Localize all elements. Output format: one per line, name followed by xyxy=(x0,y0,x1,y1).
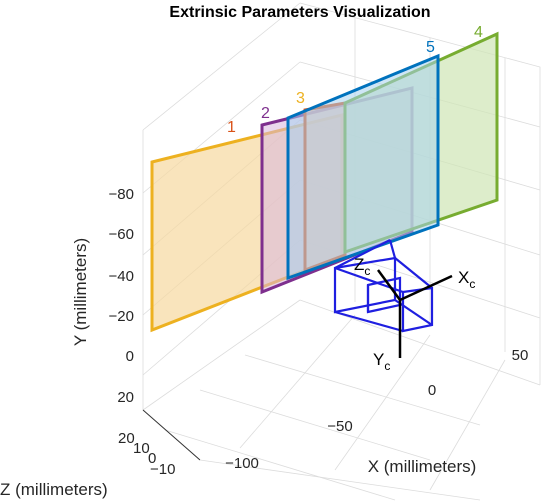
chart-title: Extrinsic Parameters Visualization xyxy=(169,4,430,21)
x-tick-label: 50 xyxy=(512,347,529,364)
plane-label-3: 3 xyxy=(296,90,305,107)
y-tick-label: 0 xyxy=(126,348,134,365)
z-tick-label: 20 xyxy=(118,430,135,447)
x-tick-label: −50 xyxy=(327,418,352,435)
z-tick-label: 10 xyxy=(133,440,150,457)
plane-label-1: 1 xyxy=(227,119,236,136)
camera-axis-y-label: Yc xyxy=(373,350,390,373)
x-tick-label: −100 xyxy=(225,455,259,472)
x-axis-label: X (millimeters) xyxy=(368,457,477,476)
plane-label-4: 4 xyxy=(474,24,483,41)
y-tick-label: −80 xyxy=(109,186,134,203)
calibration-planes xyxy=(150,31,499,333)
camera-axis-z-label: Zc xyxy=(354,255,370,278)
y-tick-label: −60 xyxy=(109,226,134,243)
camera-axes xyxy=(376,269,453,358)
y-axis-label: Y (millimeters) xyxy=(71,238,90,346)
z-axis: 20 10 0 −10 xyxy=(118,430,175,478)
y-axis: −80 −60 −40 −20 0 20 xyxy=(109,186,134,406)
z-axis-label: Z (millimeters) xyxy=(0,480,108,499)
z-tick-label: 0 xyxy=(148,450,156,467)
plane-label-2: 2 xyxy=(261,105,270,122)
camera-axis-x-label: Xc xyxy=(458,268,475,291)
x-tick-label: 0 xyxy=(428,382,436,399)
y-tick-label: −20 xyxy=(109,308,134,325)
plane-label-5: 5 xyxy=(426,39,435,56)
plane-labels: 1 2 3 4 5 xyxy=(227,24,483,136)
plane-5 xyxy=(286,53,440,281)
x-axis: −100 −50 0 50 xyxy=(225,347,528,472)
y-tick-label: −40 xyxy=(109,268,134,285)
z-tick-label: −10 xyxy=(150,461,175,478)
y-tick-label: 20 xyxy=(117,389,134,406)
